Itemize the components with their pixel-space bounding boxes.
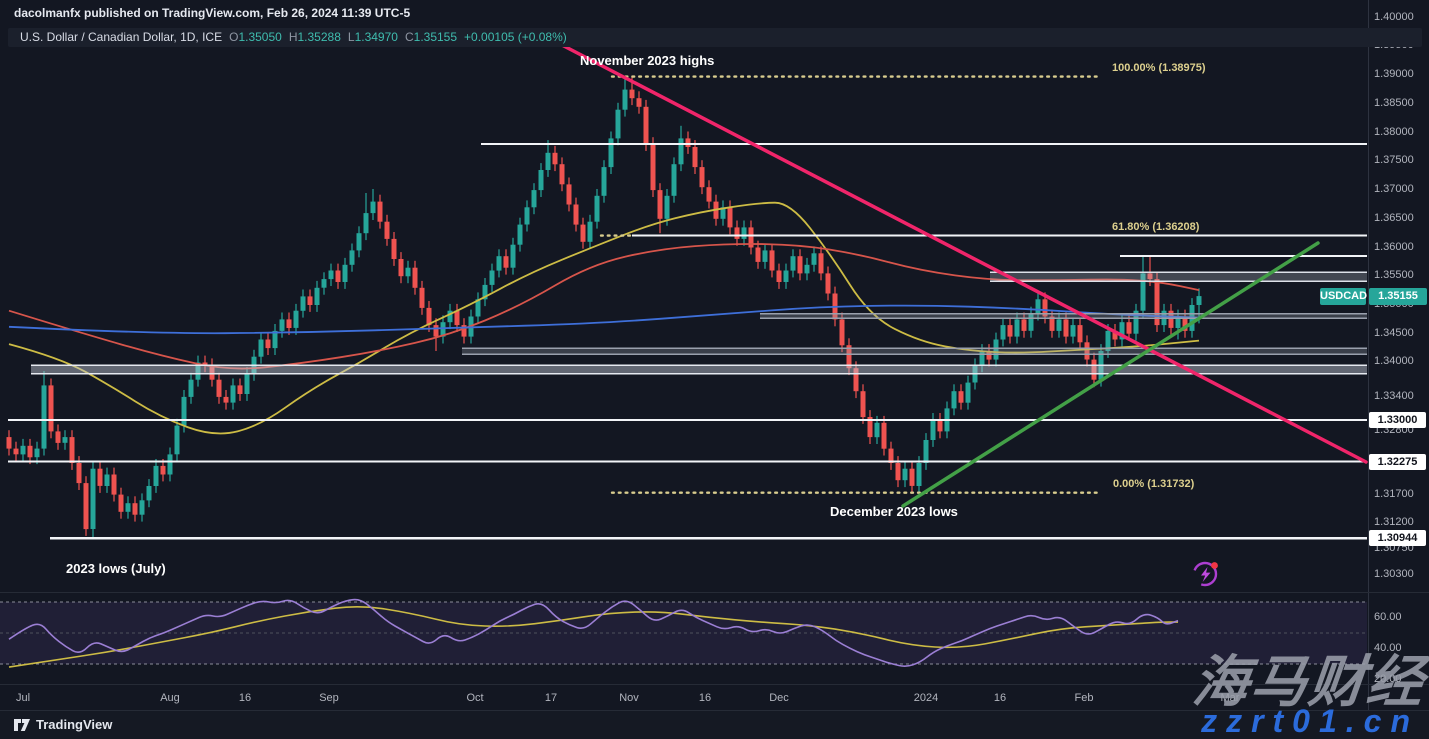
watermark-url: zzrt01.cn xyxy=(1201,703,1419,739)
close-label: C xyxy=(404,30,414,44)
lightning-bolt-icon xyxy=(1201,567,1211,582)
price-badge-132275: 1.32275 xyxy=(1369,454,1426,470)
open-value: 1.35050 xyxy=(238,30,282,44)
rsi-tick: 40.00 xyxy=(1374,642,1402,654)
fib-label-100: 100.00% (1.38975) xyxy=(1112,62,1206,74)
time-tick: Aug xyxy=(160,692,180,704)
price-tick: 1.31700 xyxy=(1374,488,1414,500)
notification-dot xyxy=(1211,562,1218,569)
time-tick: Jul xyxy=(15,692,31,704)
ma-red xyxy=(8,243,1200,370)
rsi-tick: 60.00 xyxy=(1374,611,1402,623)
fib-label-0: 0.00% (1.31732) xyxy=(1113,478,1195,490)
zone-13480 xyxy=(760,313,1367,319)
time-tick: 16 xyxy=(698,692,712,704)
descending-trendline xyxy=(558,42,1368,464)
time-tick: Dec xyxy=(769,692,789,704)
symbol-price-label: USDCAD xyxy=(1320,288,1367,305)
zone-13550 xyxy=(990,272,1367,282)
price-tick: 1.36000 xyxy=(1374,241,1414,253)
price-tick: 1.37500 xyxy=(1374,154,1414,166)
price-tick: 1.34500 xyxy=(1374,327,1414,339)
legend-bar: U.S. Dollar / Canadian Dollar, 1D, ICE O1… xyxy=(8,28,1422,47)
rsi-tick: 20.00 xyxy=(1374,673,1402,685)
low-label: L xyxy=(347,30,355,44)
annotation-2023-july-lows: 2023 lows (July) xyxy=(66,561,166,576)
price-tick: 1.40000 xyxy=(1374,11,1414,23)
time-axis-separator xyxy=(0,684,1429,685)
footer-separator xyxy=(0,710,1429,711)
high-value: 1.35288 xyxy=(297,30,341,44)
price-badge-13300: 1.33000 xyxy=(1369,412,1426,428)
time-tick: Oct xyxy=(466,692,484,704)
candles xyxy=(6,75,1202,540)
symbol-title: U.S. Dollar / Canadian Dollar, 1D, ICE xyxy=(20,30,223,44)
tradingview-logo-icon[interactable] xyxy=(13,717,31,738)
last-price-badge: 1.35155 xyxy=(1369,288,1427,305)
watermark-cjk: 海马财经 xyxy=(1189,650,1429,713)
footer-bar: TradingView xyxy=(0,711,1429,739)
annotation-december-lows: December 2023 lows xyxy=(830,504,958,519)
price-axis-border xyxy=(1368,0,1369,710)
time-tick: Mar xyxy=(1220,692,1240,704)
zone-13420 xyxy=(462,348,1367,355)
rsi-line xyxy=(8,598,1179,667)
price-tick: 1.38500 xyxy=(1374,97,1414,109)
time-tick: 16 xyxy=(993,692,1007,704)
price-tick: 1.35500 xyxy=(1374,269,1414,281)
ascending-trendline xyxy=(901,241,1320,508)
price-tick: 1.33400 xyxy=(1374,390,1414,402)
price-tick: 1.31200 xyxy=(1374,516,1414,528)
rsi-band xyxy=(0,602,1367,664)
annotation-november-highs: November 2023 highs xyxy=(580,53,715,68)
close-value: 1.35155 xyxy=(413,30,458,44)
price-badge-130944: 1.30944 xyxy=(1369,530,1426,546)
price-tick: 1.39000 xyxy=(1374,68,1414,80)
price-tick: 1.38000 xyxy=(1374,126,1414,138)
rsi-ma-line xyxy=(8,606,1178,668)
price-tick: 1.36500 xyxy=(1374,212,1414,224)
rsi-pane-separator xyxy=(0,592,1429,593)
price-tick: 1.30300 xyxy=(1374,568,1414,580)
time-tick: 16 xyxy=(238,692,252,704)
fib-label-618: 61.80% (1.36208) xyxy=(1112,221,1200,233)
change-value: +0.00105 (+0.08%) xyxy=(464,30,567,44)
price-tick: 1.34000 xyxy=(1374,355,1414,367)
tradingview-wordmark[interactable]: TradingView xyxy=(36,717,113,732)
time-tick: 17 xyxy=(544,692,558,704)
time-tick: Feb xyxy=(1074,692,1094,704)
flash-ideas-icon[interactable] xyxy=(1190,559,1222,594)
open-label: O xyxy=(229,30,239,44)
time-tick: Nov xyxy=(619,692,639,704)
symbol-legend: U.S. Dollar / Canadian Dollar, 1D, ICE O1… xyxy=(20,30,567,44)
published-info: dacolmanfx published on TradingView.com,… xyxy=(14,6,411,20)
zone-13400 xyxy=(31,365,1367,374)
ma-blue xyxy=(8,304,1200,335)
price-tick: 1.37000 xyxy=(1374,183,1414,195)
time-tick: 2024 xyxy=(913,692,939,704)
time-tick: Sep xyxy=(319,692,339,704)
low-value: 1.34970 xyxy=(354,30,398,44)
flash-circle xyxy=(1192,561,1218,587)
high-label: H xyxy=(288,30,298,44)
